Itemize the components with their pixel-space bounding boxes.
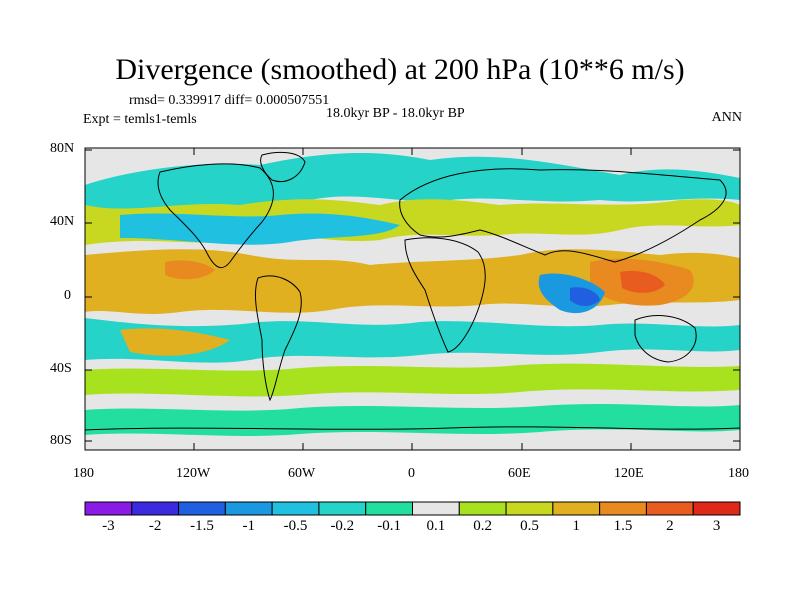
- coast-south-america: [254, 275, 302, 402]
- lat-label-80s: 80S: [50, 433, 72, 448]
- lat-label-40s: 40S: [50, 361, 72, 376]
- colorbar-label: 0.1: [426, 518, 446, 534]
- contour-teal-arctic: [85, 153, 740, 213]
- colorbar-label: -0.2: [330, 518, 355, 534]
- colorbar-box: [645, 501, 694, 516]
- contour-darkblue-indian: [570, 287, 600, 306]
- colorbar-label: -2: [148, 518, 162, 534]
- coast-africa: [404, 237, 486, 353]
- coast-antarctica: [85, 426, 740, 431]
- contour-teal-mid: [120, 213, 400, 245]
- experiment-label: Expt = temls1-temls: [83, 112, 197, 127]
- colorbar-label: 1.5: [613, 518, 633, 534]
- lat-label-0: 0: [64, 288, 71, 303]
- contour-teal-south: [85, 318, 740, 363]
- colorbar-label: 2: [666, 518, 674, 534]
- colorbar-label: -0.5: [283, 518, 308, 534]
- colorbar-box: [412, 501, 460, 516]
- lat-label-80n: 80N: [50, 141, 75, 156]
- colorbar-label: -1.5: [190, 518, 214, 534]
- colorbar-box: [552, 501, 601, 516]
- colorbar-label: 0.2: [473, 518, 493, 534]
- colorbar-box: [692, 501, 741, 516]
- stats-text: rmsd= 0.339917 diff= 0.000507551: [129, 93, 330, 108]
- axis-ticks: [84, 148, 741, 450]
- lon-label-60w: 60W: [288, 466, 316, 481]
- lon-label-180e: 180: [728, 466, 749, 481]
- colorbar-label: 3: [712, 518, 721, 534]
- contour-yellow-south: [85, 363, 740, 397]
- coast-north-america: [157, 163, 274, 269]
- contour-red-wpac: [620, 270, 665, 293]
- field-layer: [85, 148, 740, 450]
- coast-australia: [634, 315, 697, 363]
- colorbar-label: 0.5: [520, 518, 539, 534]
- season-label: ANN: [711, 110, 742, 125]
- colorbar-box: [224, 501, 273, 516]
- lon-label-60e: 60E: [508, 466, 531, 481]
- colorbar-label: 1: [572, 518, 581, 534]
- coast-eurasia: [399, 168, 727, 263]
- colorbar-box: [131, 501, 180, 516]
- period-label: 18.0kyr BP - 18.0kyr BP: [326, 106, 465, 121]
- colorbar-box: [318, 501, 367, 516]
- lon-label-120w: 120W: [176, 466, 211, 481]
- colorbar-box: [271, 501, 320, 516]
- coastlines: [85, 151, 740, 431]
- lon-label-120e: 120E: [614, 466, 644, 481]
- colorbar-label: -3: [102, 518, 115, 534]
- colorbar-box: [365, 501, 414, 516]
- contour-orange-south: [120, 328, 230, 356]
- lat-label-40n: 40N: [50, 214, 75, 229]
- colorbar-box: [84, 501, 133, 516]
- colorbar-label: -0.1: [377, 518, 401, 534]
- colorbar-box: [599, 501, 647, 516]
- lon-label-180w: 180: [73, 466, 94, 481]
- colorbar-box: [458, 501, 507, 516]
- colorbar-label: -1: [242, 518, 256, 534]
- plot-title: Divergence (smoothed) at 200 hPa (10**6 …: [115, 53, 685, 86]
- colorbar-box: [178, 501, 226, 516]
- coast-greenland: [260, 151, 306, 183]
- lon-label-0: 0: [408, 466, 415, 481]
- colorbar-box: [505, 501, 554, 516]
- contour-darkorange-pacific: [165, 260, 215, 280]
